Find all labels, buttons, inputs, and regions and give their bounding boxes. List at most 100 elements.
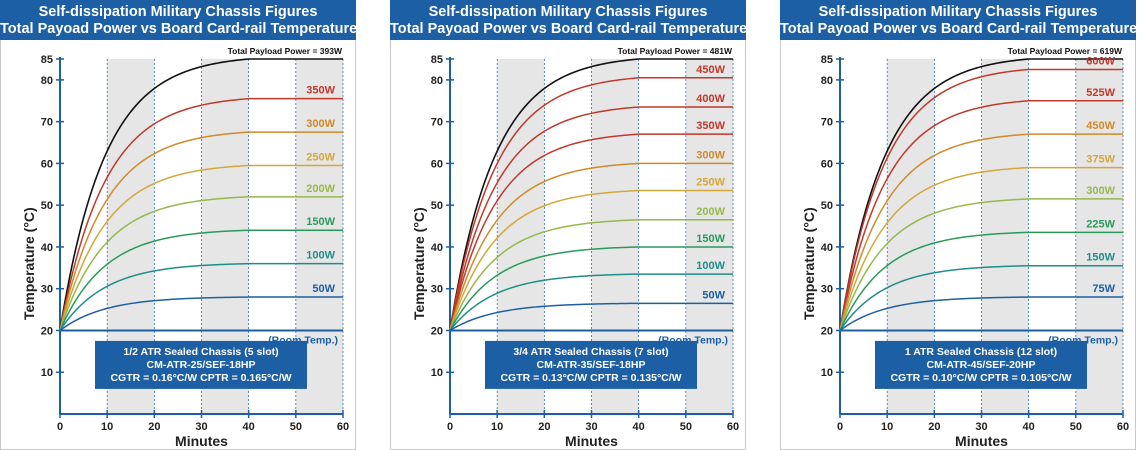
panel-subtitle: Total Payoad Power vs Board Card-rail Te… [780, 21, 1138, 37]
total-payload-line [449, 58, 733, 331]
y-tick-label: 30 [821, 284, 833, 296]
x-tick-label: 0 [57, 421, 63, 433]
y-tick-label: 20 [41, 325, 53, 337]
series-label: 75W [1092, 283, 1115, 295]
x-tick-label: 60 [1117, 421, 1129, 433]
temperature-chart: 10 20 30 40 50 60 70 80 85 0 10 20 30 40 50 60 Minutes Te… [21, 46, 349, 449]
series-label: 350W [306, 85, 335, 97]
panel-subtitle: Total Payoad Power vs Board Card-rail Te… [390, 21, 748, 37]
panel-title: Self-dissipation Military Chassis Figure… [818, 4, 1098, 20]
panel-title: Self-dissipation Military Chassis Figure… [38, 4, 318, 20]
panel-header: Self-dissipation Military Chassis Figure… [390, 0, 748, 40]
y-tick-label: 50 [821, 200, 833, 212]
y-tick-label: 80 [41, 75, 53, 87]
series-line [839, 264, 1123, 331]
x-tick-label: 30 [585, 421, 597, 433]
series-label: 50W [702, 289, 725, 301]
series-line [449, 273, 733, 331]
info-box [875, 340, 1087, 389]
series-line [59, 229, 343, 331]
series-label: 100W [696, 260, 725, 272]
total-payload-label: Total Payload Power = 619W [1008, 46, 1123, 56]
series-label: 150W [306, 216, 335, 228]
series-label: 225W [1086, 218, 1115, 230]
x-axis-label: Minutes [955, 433, 1008, 449]
series-line [449, 302, 733, 332]
y-axis-label: Temperature (°C) [411, 207, 427, 320]
info-box-line: 1 ATR Sealed Chassis (12 slot) [905, 346, 1057, 358]
x-tick-label: 10 [881, 421, 893, 433]
x-tick-label: 40 [633, 421, 645, 433]
info-box-line: CM-ATR-25/SEF-18HP [147, 359, 256, 371]
x-tick-label: 30 [975, 421, 987, 433]
series-label: 450W [696, 64, 725, 76]
y-tick-label: 70 [431, 117, 443, 129]
series-line [449, 162, 733, 331]
series-label: 150W [696, 233, 725, 245]
series-label: 375W [1086, 154, 1115, 166]
y-tick-label: 60 [821, 158, 833, 170]
series-line [449, 106, 733, 331]
total-payload-line [59, 58, 343, 331]
y-tick-label: 40 [821, 242, 833, 254]
x-tick-label: 10 [101, 421, 113, 433]
series-line [839, 198, 1123, 331]
series-line [839, 166, 1123, 331]
y-tick-label: 10 [41, 367, 53, 379]
series-label: 300W [306, 118, 335, 130]
series-line [59, 131, 343, 331]
y-tick-label: 10 [431, 367, 443, 379]
total-payload-line [839, 58, 1123, 331]
series-line [449, 219, 733, 331]
series-label: 350W [696, 120, 725, 132]
series-line [839, 296, 1123, 332]
y-tick-label: 85 [821, 54, 833, 66]
x-axis-label: Minutes [565, 433, 618, 449]
info-box [95, 340, 307, 389]
series-line [449, 246, 733, 331]
y-tick-label: 70 [41, 117, 53, 129]
series-label: 200W [696, 206, 725, 218]
y-tick-label: 30 [431, 284, 443, 296]
y-tick-label: 40 [431, 242, 443, 254]
y-tick-label: 10 [821, 367, 833, 379]
series-line [449, 133, 733, 331]
series-line [449, 189, 733, 331]
series-line [59, 262, 343, 331]
series-label: 400W [696, 93, 725, 105]
panel-header: Self-dissipation Military Chassis Figure… [780, 0, 1138, 40]
x-tick-label: 50 [680, 421, 692, 433]
chart-panel-1: Self-dissipation Military Chassis Figure… [0, 0, 357, 450]
series-line [59, 196, 343, 331]
series-line [839, 68, 1123, 331]
y-tick-label: 20 [431, 325, 443, 337]
panel-title: Self-dissipation Military Chassis Figure… [428, 4, 708, 20]
x-tick-label: 50 [290, 421, 302, 433]
series-line [839, 231, 1123, 331]
y-tick-label: 60 [41, 158, 53, 170]
y-tick-label: 80 [431, 75, 443, 87]
series-label: 525W [1086, 87, 1115, 99]
series-line [449, 77, 733, 331]
x-tick-label: 30 [195, 421, 207, 433]
series-label: 600W [1086, 55, 1115, 67]
y-tick-label: 30 [41, 284, 53, 296]
x-tick-label: 10 [491, 421, 503, 433]
x-tick-label: 40 [1023, 421, 1035, 433]
x-tick-label: 60 [337, 421, 349, 433]
series-label: 100W [306, 250, 335, 262]
x-tick-label: 20 [538, 421, 550, 433]
series-label: 450W [1086, 120, 1115, 132]
info-box [485, 340, 697, 389]
chart-panel-2: Self-dissipation Military Chassis Figure… [390, 0, 748, 450]
series-label: 250W [696, 177, 725, 189]
panel-header: Self-dissipation Military Chassis Figure… [0, 0, 357, 40]
series-label: 300W [1086, 185, 1115, 197]
x-tick-label: 60 [727, 421, 739, 433]
temperature-chart: 10 20 30 40 50 60 70 80 85 0 10 20 30 40 50 60 Minutes Te… [411, 46, 739, 449]
series-line [839, 100, 1123, 331]
x-tick-label: 50 [1070, 421, 1082, 433]
series-label: 50W [312, 283, 335, 295]
series-label: 250W [306, 152, 335, 164]
info-box-line: 3/4 ATR Sealed Chassis (7 slot) [513, 346, 668, 358]
